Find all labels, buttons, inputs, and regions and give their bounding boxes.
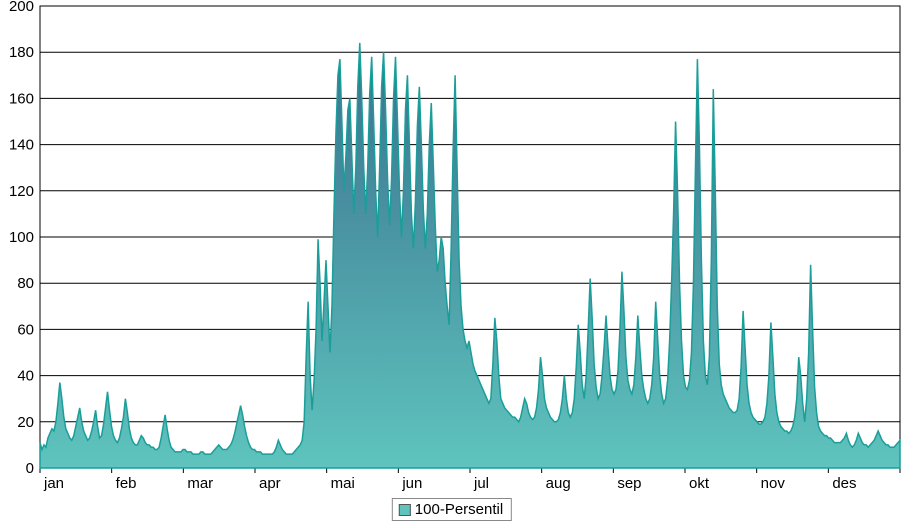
- x-tick-label: feb: [116, 475, 137, 492]
- chart-svg: 0 20 40 60 80 100 120 140 160 180 200 jan feb mar apr m…: [0, 0, 904, 523]
- x-tick-label: jan: [43, 475, 64, 492]
- legend-swatch-icon: [399, 504, 411, 516]
- x-tick-label: jul: [473, 475, 489, 492]
- y-tick-label: 140: [9, 137, 34, 154]
- y-tick-label: 180: [9, 44, 34, 61]
- y-tick-label: 0: [26, 460, 34, 477]
- y-tick-label: 20: [17, 414, 34, 431]
- x-tick-label: des: [832, 475, 856, 492]
- chart-legend: 100-Persentil: [392, 498, 512, 521]
- x-tick-label: jun: [401, 475, 422, 492]
- x-tick-label: apr: [259, 475, 281, 492]
- x-tick-label: mai: [331, 475, 355, 492]
- x-tick-label: sep: [617, 475, 641, 492]
- y-tick-label: 200: [9, 0, 34, 15]
- y-tick-label: 40: [17, 368, 34, 385]
- y-tick-label: 80: [17, 275, 34, 292]
- percentile-area-chart: 0 20 40 60 80 100 120 140 160 180 200 jan feb mar apr m…: [0, 0, 904, 523]
- y-tick-label: 60: [17, 321, 34, 338]
- x-tick-label: mar: [187, 475, 213, 492]
- x-tick-label: aug: [546, 475, 571, 492]
- y-tick-label: 100: [9, 229, 34, 246]
- legend-label: 100-Persentil: [415, 501, 503, 518]
- x-tick-label: nov: [761, 475, 786, 492]
- x-tick-label: okt: [689, 475, 710, 492]
- y-tick-label: 120: [9, 183, 34, 200]
- y-tick-label: 160: [9, 90, 34, 107]
- area-series: [40, 43, 900, 468]
